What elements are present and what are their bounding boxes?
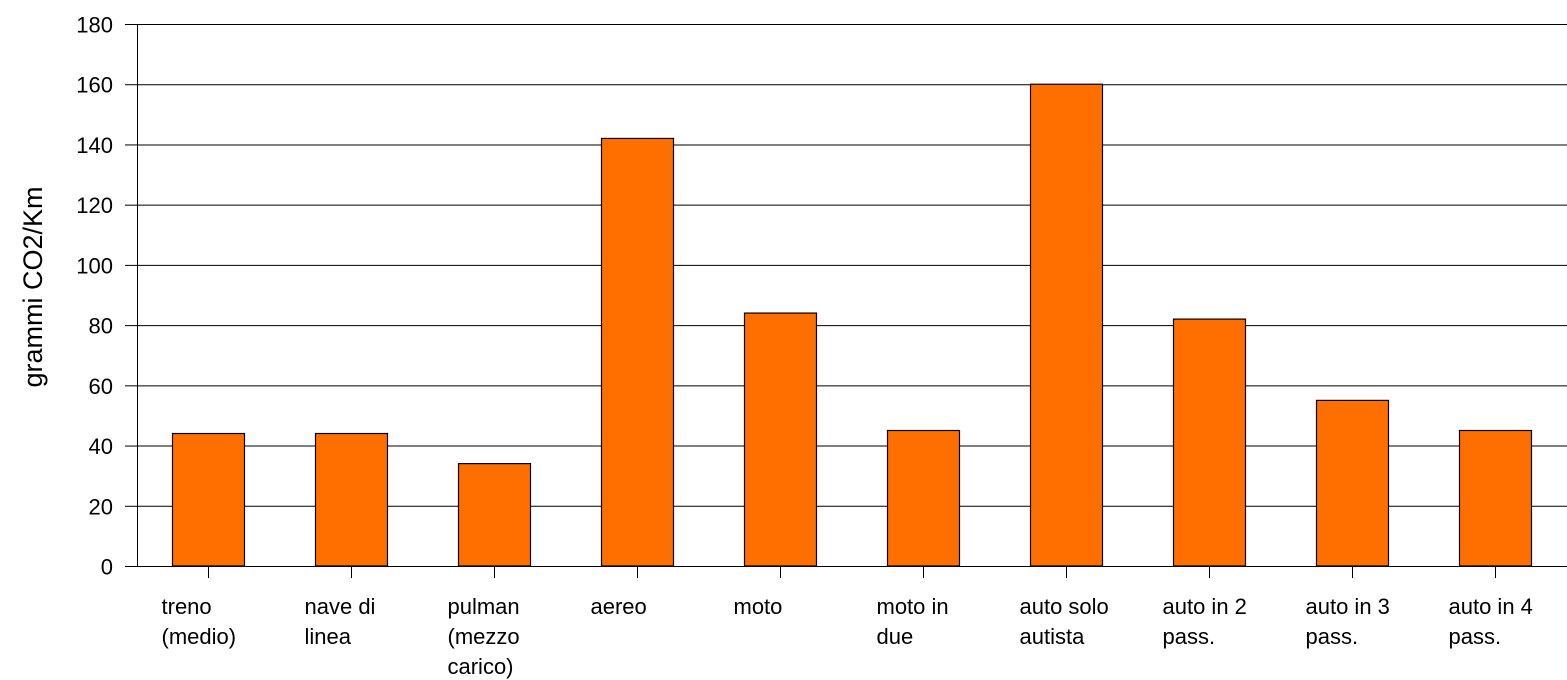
y-tick-label: 160 <box>76 73 113 98</box>
y-tick-label: 40 <box>89 434 113 459</box>
bar <box>1172 318 1247 567</box>
x-tick-labels: treno (medio) nave di linea pulman (mezzo cari… <box>162 594 1533 679</box>
x-tick-label: pulman (mezzo carico) <box>448 594 520 679</box>
x-tick-label: aereo <box>591 594 647 619</box>
x-tick-label: auto solo autista <box>1020 594 1109 649</box>
axes <box>125 24 1567 578</box>
bar <box>743 312 818 567</box>
y-tick-label: 140 <box>76 133 113 158</box>
y-tick-label: 0 <box>101 555 113 580</box>
x-tick-label: auto in 2 pass. <box>1163 594 1247 649</box>
bar <box>1029 83 1104 567</box>
x-tick-label: moto in due <box>877 594 949 649</box>
y-tick-label: 20 <box>89 494 113 519</box>
bar <box>314 432 389 567</box>
y-tick-label: 120 <box>76 193 113 218</box>
bar <box>1458 429 1533 567</box>
bar <box>457 463 532 567</box>
x-tick-label: auto in 4 pass. <box>1449 594 1533 649</box>
bar <box>886 429 961 567</box>
x-tick-label: moto <box>734 594 783 619</box>
y-tick-label: 80 <box>89 314 113 339</box>
bar <box>171 432 246 567</box>
y-tick-label: 180 <box>76 13 113 38</box>
x-tick-label: treno (medio) <box>162 594 237 649</box>
bars <box>171 83 1533 567</box>
x-tick-label: auto in 3 pass. <box>1306 594 1390 649</box>
y-tick-label: 100 <box>76 253 113 278</box>
bar <box>1315 399 1390 567</box>
x-tick-label: nave di linea <box>305 594 376 649</box>
y-tick-labels: 0 20 40 60 80 100 120 140 160 180 <box>76 13 113 580</box>
y-axis-label: grammi CO2/Km <box>18 186 48 387</box>
y-tick-label: 60 <box>89 374 113 399</box>
bar <box>600 137 675 567</box>
